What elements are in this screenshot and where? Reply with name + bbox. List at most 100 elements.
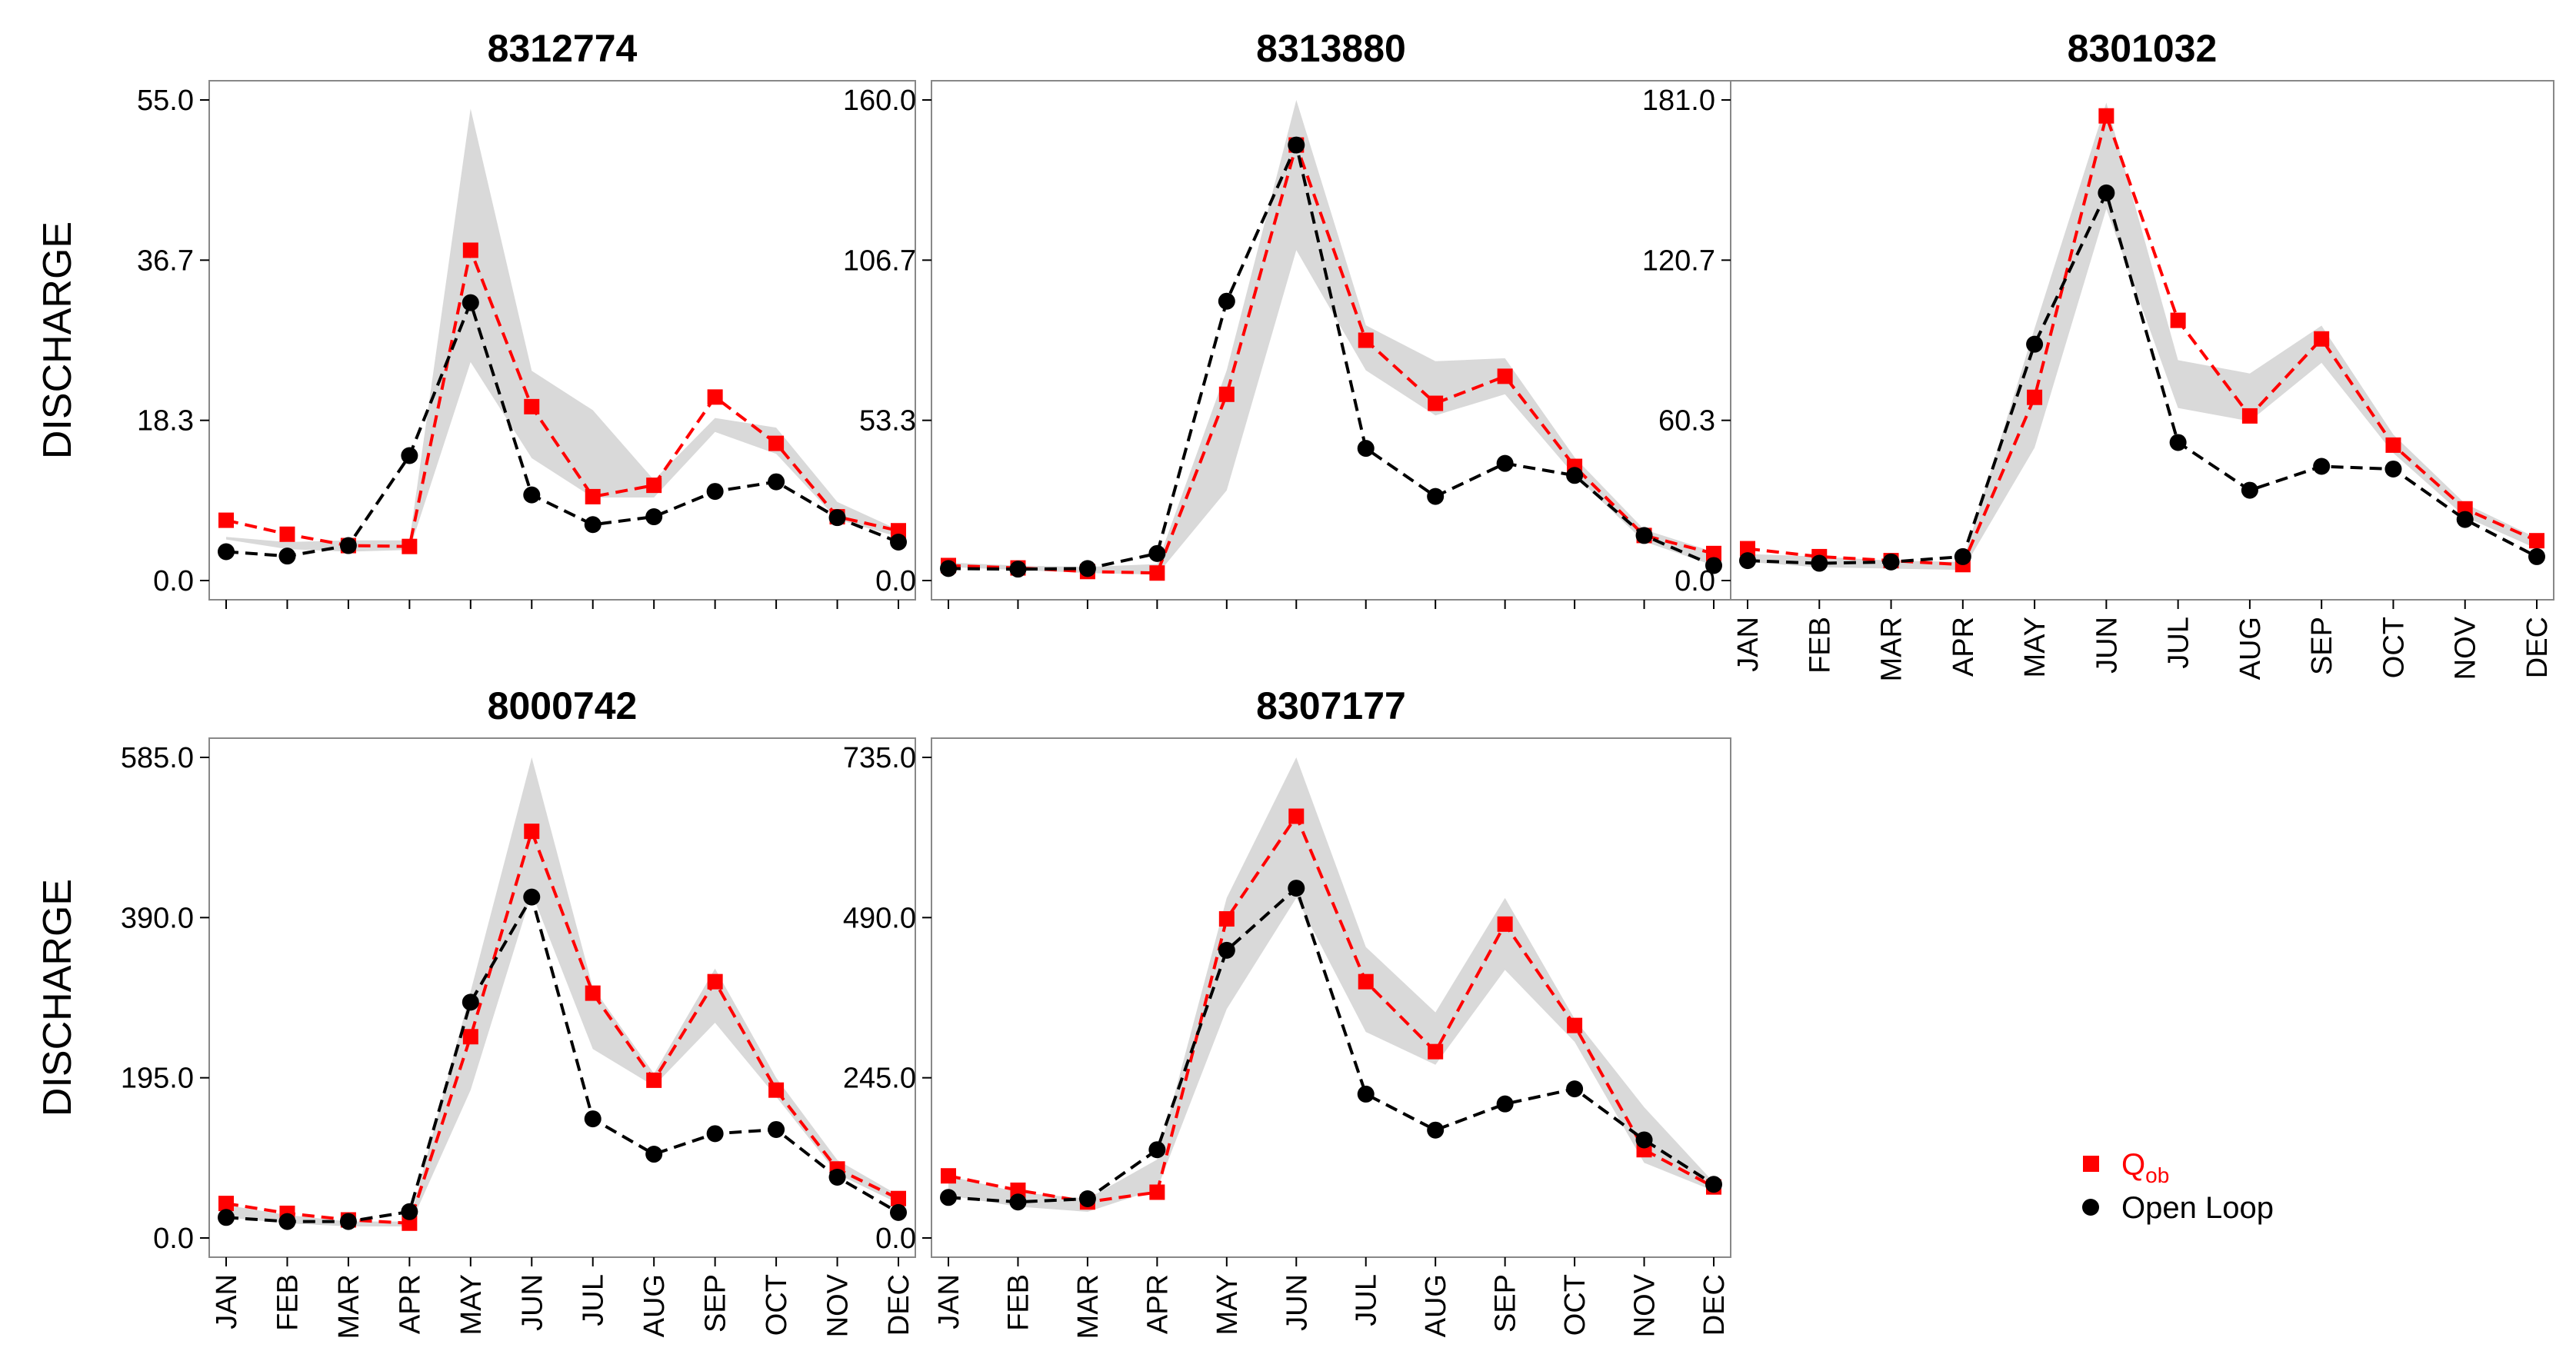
openloop-point (523, 888, 541, 906)
panel-8000742: 0.0 195.0 390.0 585.0 JAN FEB MAR APR MAY JUN JUL A… (35, 684, 916, 1339)
openloop-point (1288, 136, 1305, 154)
y-tick-label: 195.0 (121, 1063, 194, 1095)
observed-point (1497, 368, 1513, 384)
observed-point (1358, 332, 1374, 348)
y-tick-label: 0.0 (153, 1223, 194, 1255)
x-tick-label: SEP (700, 1274, 732, 1333)
observed-point (768, 435, 785, 451)
observed-point (707, 973, 723, 990)
openloop-line (948, 140, 1715, 571)
openloop-point (1078, 1190, 1096, 1207)
x-tick-label: OCT (1559, 1274, 1591, 1336)
y-tick-label: 55.0 (137, 85, 194, 117)
legend: Qob Open Loop (2082, 1148, 2274, 1225)
openloop-line (225, 893, 900, 1223)
observed-point (1740, 541, 1755, 557)
x-tick-label: JUL (1351, 1274, 1383, 1326)
legend-label-observed: Qob (2121, 1148, 2169, 1187)
x-tick-label: NOV (822, 1273, 855, 1337)
x-tick-label: AUG (2234, 617, 2267, 680)
openloop-line (948, 885, 1715, 1204)
openloop-point (1009, 561, 1027, 578)
observed-line (948, 139, 1715, 575)
observed-point (1706, 545, 1721, 561)
observed-point (279, 526, 295, 542)
observed-point (585, 488, 601, 504)
uncertainty-band (948, 757, 1714, 1212)
y-tick-label: 0.0 (153, 565, 194, 597)
observed-line (1747, 110, 2538, 567)
observed-point (2098, 108, 2114, 124)
observed-point (941, 1168, 956, 1184)
openloop-point (706, 1125, 724, 1143)
x-tick-label: JAN (1732, 617, 1765, 672)
openloop-point (1078, 560, 1096, 577)
x-tick-label: MAR (1876, 617, 1908, 681)
x-tick-label: MAR (1072, 1274, 1105, 1339)
x-tick-label: FEB (1002, 1274, 1035, 1331)
x-tick-label: JUN (516, 1274, 548, 1331)
x-tick-label: JUL (578, 1274, 610, 1326)
x-tick-label: JUL (2163, 617, 2195, 669)
panel-8313880: 0.0 53.3 106.7 160.0 8313880 (843, 27, 1731, 609)
openloop-point (462, 294, 479, 311)
openloop-point (218, 1209, 235, 1226)
y-tick-label: 735.0 (843, 742, 916, 774)
openloop-point (1357, 440, 1375, 458)
openloop-point (1009, 1193, 1027, 1211)
x-tick-label: DEC (883, 1274, 915, 1336)
observed-point (1149, 1184, 1165, 1200)
openloop-point (1635, 527, 1653, 544)
openloop-point (1427, 1121, 1445, 1139)
uncertainty-band (1748, 102, 2537, 571)
openloop-point (1566, 467, 1584, 484)
x-tick-label: JAN (933, 1274, 965, 1329)
openloop-point (890, 1203, 907, 1221)
uncertainty-band (226, 108, 898, 552)
openloop-point (706, 483, 724, 501)
observed-point (891, 1190, 906, 1206)
observed-point (1218, 911, 1235, 927)
observed-point (462, 1029, 478, 1045)
observed-point (1497, 916, 1513, 932)
panel-title: 8000742 (488, 684, 638, 727)
openloop-point (278, 1213, 296, 1230)
openloop-point (1882, 553, 1900, 571)
openloop-point (584, 516, 602, 534)
openloop-point (2456, 511, 2474, 528)
openloop-point (278, 547, 296, 565)
x-tick-label: AUG (638, 1274, 671, 1337)
openloop-point (645, 1146, 663, 1163)
observed-point (524, 824, 540, 840)
x-tick-label: DEC (1698, 1274, 1731, 1336)
openloop-point (339, 537, 357, 554)
openloop-point (523, 486, 541, 504)
openloop-point (940, 560, 957, 577)
plot-frame (931, 737, 1731, 1258)
y-tick-label: 0.0 (1675, 565, 1715, 597)
openloop-point (768, 473, 785, 491)
x-tick-label: SEP (1490, 1274, 1522, 1333)
openloop-point (890, 534, 907, 551)
x-tick-label: JAN (211, 1274, 243, 1329)
x-tick-label: FEB (1804, 617, 1836, 674)
panel-8307177: 0.0 245.0 490.0 735.0 JAN FEB MAR APR MAY JUN JUL A… (843, 684, 1731, 1339)
y-tick-label: 585.0 (121, 742, 194, 774)
openloop-point (2169, 434, 2187, 451)
observed-point (1149, 565, 1165, 581)
y-tick-label: 106.7 (843, 245, 916, 277)
observed-point (1288, 808, 1305, 824)
openloop-point (1705, 1176, 1722, 1193)
openloop-point (940, 1189, 957, 1206)
x-tick-label: OCT (2378, 617, 2410, 678)
openloop-point (1496, 1095, 1514, 1113)
openloop-point (2026, 335, 2044, 353)
openloop-point (828, 509, 846, 527)
x-tick-label: APR (394, 1274, 426, 1334)
openloop-point (1496, 454, 1514, 472)
observed-line (225, 826, 899, 1225)
y-tick-label: 390.0 (121, 902, 194, 934)
legend-label-observed-sub: ob (2145, 1163, 2169, 1187)
legend-label-openloop: Open Loop (2121, 1191, 2274, 1225)
